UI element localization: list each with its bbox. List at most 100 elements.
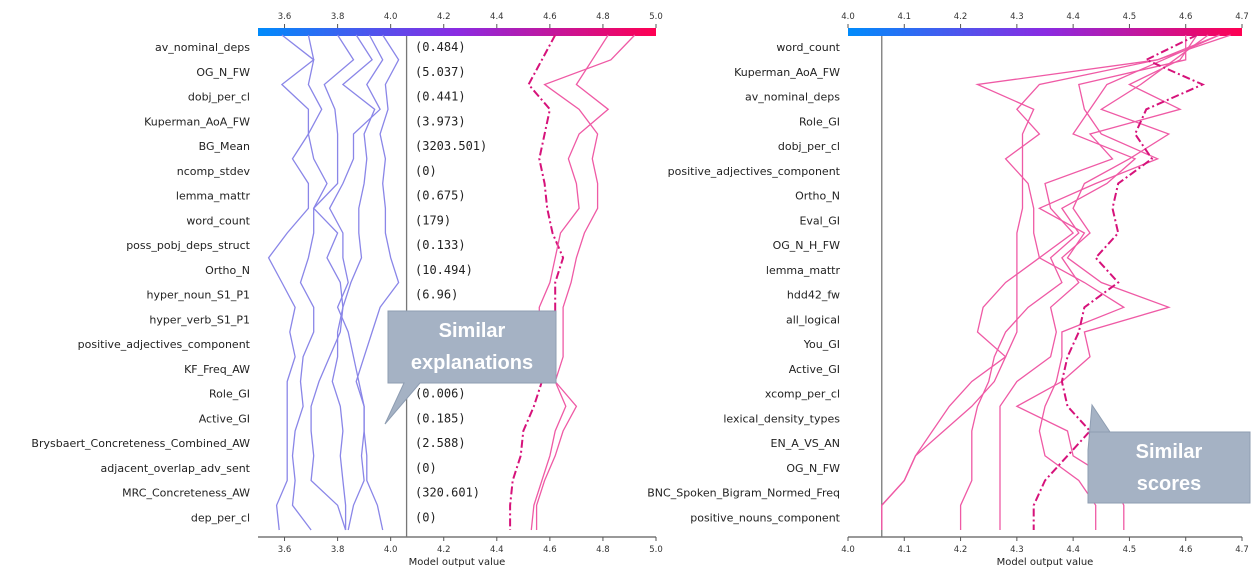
top-tick-label: 4.6 bbox=[543, 12, 557, 22]
top-tick-label: 4.6 bbox=[1179, 12, 1193, 22]
feature-value: (2.588) bbox=[415, 436, 466, 450]
explanation-line bbox=[535, 34, 636, 530]
feature-label: dobj_per_cl bbox=[778, 140, 840, 153]
feature-label: You_GI bbox=[803, 338, 840, 351]
feature-value: (179) bbox=[415, 213, 451, 227]
left-decision-plot: 3.6 3.6 3.8 3.8 4.0 4.0 4.2 4.2 4.4 4.4 4.6 4.6 4.8 4… bbox=[31, 12, 662, 568]
feature-label: Active_GI bbox=[789, 363, 840, 376]
feature-label: Eval_GI bbox=[799, 214, 840, 227]
bottom-tick-label: 4.8 bbox=[596, 545, 610, 555]
feature-label: dobj_per_cl bbox=[188, 91, 250, 104]
feature-label: OG_N_FW bbox=[786, 462, 840, 475]
explanation-line bbox=[355, 34, 400, 531]
callout-bubble-right bbox=[1087, 403, 1251, 504]
x-axis-title: Model output value bbox=[409, 557, 506, 568]
bottom-tick-label: 3.6 bbox=[278, 545, 292, 555]
bottom-tick-label: 4.2 bbox=[954, 545, 968, 555]
feature-value: (0.133) bbox=[415, 238, 466, 252]
colorbar bbox=[258, 28, 656, 36]
feature-label: lemma_mattr bbox=[766, 264, 841, 277]
feature-value: (0.484) bbox=[415, 40, 466, 54]
feature-label: OG_N_FW bbox=[196, 66, 250, 79]
explanation-line bbox=[331, 34, 376, 530]
feature-label: positive_adjectives_component bbox=[668, 165, 841, 178]
feature-label: Kuperman_AoA_FW bbox=[144, 115, 250, 128]
top-tick-label: 4.2 bbox=[437, 12, 451, 22]
callout-text-line2: explanations bbox=[411, 352, 533, 374]
bottom-tick-label: 4.1 bbox=[898, 545, 912, 555]
feature-label: Ortho_N bbox=[205, 264, 250, 277]
bottom-tick-label: 4.3 bbox=[1010, 545, 1024, 555]
feature-label: ncomp_stdev bbox=[177, 165, 251, 178]
explanation-line bbox=[310, 34, 355, 531]
feature-label: positive_adjectives_component bbox=[78, 338, 251, 351]
top-tick-label: 4.0 bbox=[384, 12, 398, 22]
feature-label: positive_nouns_component bbox=[690, 511, 840, 524]
feature-label: all_logical bbox=[786, 313, 840, 326]
feature-value: (3.973) bbox=[415, 114, 466, 128]
feature-value: (0.675) bbox=[415, 189, 466, 203]
bottom-tick-label: 4.4 bbox=[490, 545, 504, 555]
callout-text-line1: Similar bbox=[439, 320, 506, 342]
feature-label: word_count bbox=[186, 214, 250, 227]
feature-value: (3203.501) bbox=[415, 139, 487, 153]
callout-bubble-left bbox=[384, 310, 557, 425]
feature-label: BNC_Spoken_Bigram_Normed_Freq bbox=[647, 487, 840, 500]
top-tick-label: 4.2 bbox=[954, 12, 968, 22]
feature-value: (0) bbox=[415, 461, 437, 475]
top-tick-label: 4.4 bbox=[1066, 12, 1080, 22]
explanation-line bbox=[881, 34, 1231, 530]
feature-value: (10.494) bbox=[415, 263, 473, 277]
bottom-tick-label: 4.7 bbox=[1235, 545, 1249, 555]
top-tick-label: 4.0 bbox=[841, 12, 855, 22]
feature-label: lexical_density_types bbox=[723, 412, 840, 425]
feature-label: KF_Freq_AW bbox=[184, 363, 250, 376]
right-decision-plot: 4.0 4.0 4.1 4.1 4.2 4.2 4.3 4.3 4.4 4.4 4.5 4.5 4.6 4… bbox=[647, 12, 1249, 568]
top-tick-label: 5.0 bbox=[649, 12, 663, 22]
feature-label: av_nominal_deps bbox=[155, 41, 250, 54]
top-tick-label: 3.8 bbox=[331, 12, 345, 22]
feature-value: (0.185) bbox=[415, 411, 466, 425]
explanation-line bbox=[530, 34, 610, 531]
bottom-tick-label: 4.6 bbox=[543, 545, 557, 555]
explanation-line bbox=[267, 34, 315, 531]
feature-label: EN_A_VS_AN bbox=[771, 437, 840, 450]
explanation-line bbox=[1038, 34, 1198, 530]
feature-label: lemma_mattr bbox=[176, 190, 251, 203]
feature-label: av_nominal_deps bbox=[745, 91, 840, 104]
top-tick-label: 4.1 bbox=[898, 12, 912, 22]
explanation-line bbox=[999, 34, 1209, 530]
feature-label: hdd42_fw bbox=[787, 289, 840, 302]
feature-value: (320.601) bbox=[415, 486, 480, 500]
explanation-line bbox=[328, 34, 384, 531]
feature-label: Brysbaert_Concreteness_Combined_AW bbox=[31, 437, 250, 450]
feature-label: Ortho_N bbox=[795, 190, 840, 203]
bottom-tick-label: 5.0 bbox=[649, 545, 663, 555]
feature-label: Role_GI bbox=[799, 115, 840, 128]
feature-value: (0.441) bbox=[415, 90, 466, 104]
feature-value: (6.96) bbox=[415, 288, 458, 302]
feature-label: hyper_noun_S1_P1 bbox=[146, 289, 250, 302]
explanation-line bbox=[881, 34, 1220, 530]
callout-text-line2: scores bbox=[1137, 473, 1202, 495]
bottom-tick-label: 4.2 bbox=[437, 545, 451, 555]
explanation-line bbox=[1015, 35, 1187, 530]
feature-label: Active_GI bbox=[199, 412, 250, 425]
callouts: Similar explanations Similar scores bbox=[384, 310, 1251, 504]
feature-label: Role_GI bbox=[209, 388, 250, 401]
explanation-line bbox=[291, 34, 328, 531]
feature-label: adjacent_overlap_adv_sent bbox=[101, 462, 251, 475]
top-tick-label: 4.7 bbox=[1235, 12, 1249, 22]
bottom-tick-label: 4.5 bbox=[1123, 545, 1137, 555]
feature-label: xcomp_per_cl bbox=[765, 388, 840, 401]
feature-value: (0.006) bbox=[415, 387, 466, 401]
bottom-tick-label: 4.6 bbox=[1179, 545, 1193, 555]
feature-value: (0) bbox=[415, 164, 437, 178]
x-axis-title: Model output value bbox=[997, 557, 1094, 568]
bottom-tick-label: 4.0 bbox=[384, 545, 398, 555]
feature-label: hyper_verb_S1_P1 bbox=[149, 313, 250, 326]
explanation-line bbox=[959, 34, 1220, 530]
feature-label: Kuperman_AoA_FW bbox=[734, 66, 840, 79]
top-tick-label: 3.6 bbox=[278, 12, 292, 22]
